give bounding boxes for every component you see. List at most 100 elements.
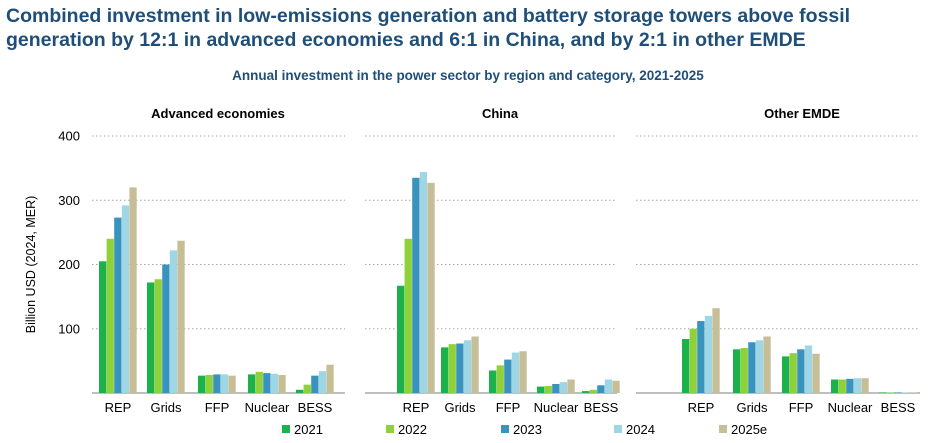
bar-china-grids-2025e [471, 336, 479, 393]
bar-advanced-economies-bess-2024 [318, 371, 327, 393]
legend-label-2025e: 2025e [731, 422, 767, 437]
bar-advanced-economies-bess-2021 [296, 389, 304, 393]
bar-advanced-economies-grids-2025e [177, 240, 185, 393]
y-tick-label-200: 200 [58, 257, 80, 272]
bar-other-emde-nuclear-2021 [831, 379, 839, 393]
bar-china-rep-2021 [397, 285, 405, 393]
bar-advanced-economies-grids-2024 [169, 250, 178, 393]
bar-other-emde-bess-2024 [901, 392, 910, 393]
bar-advanced-economies-rep-2023 [114, 217, 122, 393]
legend-swatch-2022 [386, 425, 394, 433]
bar-china-bess-2025e [612, 380, 620, 393]
legend-label-2022: 2022 [398, 422, 427, 437]
x-tick-label-advanced-economies-ffp: FFP [205, 400, 230, 415]
bar-china-nuclear-2023 [552, 384, 560, 393]
bar-advanced-economies-nuclear-2025e [278, 375, 286, 393]
bar-advanced-economies-rep-2021 [99, 261, 107, 393]
bar-advanced-economies-bess-2022 [303, 384, 311, 393]
bar-other-emde-grids-2022 [740, 348, 748, 393]
bar-other-emde-ffp-2021 [782, 356, 790, 393]
bar-advanced-economies-rep-2022 [106, 238, 114, 393]
chart-headline: Combined investment in low-emissions gen… [6, 5, 851, 51]
chart-subtitle: Annual investment in the power sector by… [232, 68, 704, 83]
bar-china-nuclear-2022 [544, 385, 552, 393]
x-tick-label-advanced-economies-grids: Grids [150, 400, 182, 415]
bar-china-bess-2023 [597, 385, 605, 393]
bar-advanced-economies-bess-2023 [311, 375, 319, 393]
bar-other-emde-ffp-2022 [789, 353, 797, 393]
bar-advanced-economies-nuclear-2021 [248, 374, 256, 393]
bar-advanced-economies-ffp-2022 [205, 375, 213, 393]
y-tick-label-400: 400 [58, 129, 80, 144]
bar-other-emde-rep-2021 [682, 339, 690, 393]
bar-china-nuclear-2021 [537, 386, 545, 393]
bar-china-bess-2022 [589, 389, 597, 393]
legend-swatch-2024 [614, 425, 622, 433]
bar-china-bess-2021 [582, 391, 590, 393]
bar-other-emde-nuclear-2025e [861, 378, 869, 393]
x-tick-label-other-emde-grids: Grids [736, 400, 768, 415]
bar-other-emde-bess-2023 [894, 392, 902, 393]
bar-china-bess-2024 [604, 379, 613, 393]
bar-advanced-economies-rep-2025e [129, 187, 137, 393]
y-tick-label-100: 100 [58, 321, 80, 336]
bar-china-nuclear-2024 [559, 382, 568, 393]
bar-china-rep-2022 [404, 238, 412, 393]
x-tick-label-china-grids: Grids [444, 400, 476, 415]
panel-title-advanced-economies: Advanced economies [151, 106, 285, 121]
bar-other-emde-ffp-2024 [804, 345, 813, 393]
x-tick-label-other-emde-ffp: FFP [789, 400, 814, 415]
bar-china-ffp-2021 [489, 370, 497, 393]
x-tick-label-other-emde-bess: BESS [881, 400, 916, 415]
bar-advanced-economies-grids-2021 [147, 282, 155, 393]
bar-other-emde-rep-2022 [689, 328, 697, 393]
x-tick-label-advanced-economies-bess: BESS [298, 400, 333, 415]
bar-china-grids-2024 [463, 340, 472, 393]
bar-other-emde-bess-2022 [886, 392, 894, 393]
bar-other-emde-grids-2023 [748, 342, 756, 393]
bar-other-emde-ffp-2025e [812, 353, 820, 393]
bar-advanced-economies-nuclear-2022 [255, 371, 263, 393]
bar-china-rep-2023 [412, 177, 420, 393]
bar-other-emde-nuclear-2022 [838, 379, 846, 393]
bar-other-emde-grids-2024 [755, 340, 764, 393]
bar-advanced-economies-ffp-2024 [220, 374, 229, 393]
bar-advanced-economies-ffp-2025e [228, 375, 236, 393]
legend-label-2021: 2021 [294, 422, 323, 437]
x-tick-label-china-ffp: FFP [496, 400, 521, 415]
bar-china-grids-2023 [456, 343, 464, 393]
panel-title-other-emde: Other EMDE [764, 106, 840, 121]
bar-china-grids-2022 [448, 344, 456, 393]
bar-china-nuclear-2025e [567, 379, 575, 393]
x-tick-label-china-bess: BESS [584, 400, 619, 415]
bar-advanced-economies-ffp-2023 [213, 374, 221, 393]
bar-other-emde-rep-2025e [712, 308, 720, 393]
legend-label-2024: 2024 [626, 422, 655, 437]
bar-other-emde-nuclear-2023 [846, 378, 854, 393]
bar-advanced-economies-bess-2025e [326, 364, 334, 393]
bar-advanced-economies-ffp-2021 [198, 375, 206, 393]
bar-china-rep-2024 [419, 171, 428, 393]
x-tick-label-advanced-economies-nuclear: Nuclear [245, 400, 290, 415]
bar-other-emde-grids-2021 [733, 349, 741, 393]
panel-title-china: China [482, 106, 519, 121]
legend-label-2023: 2023 [513, 422, 542, 437]
bar-china-grids-2021 [441, 347, 449, 393]
bar-other-emde-bess-2021 [879, 392, 887, 393]
bar-other-emde-bess-2025e [909, 392, 917, 393]
y-axis-label: Billion USD (2024, MER) [24, 196, 38, 334]
y-tick-label-300: 300 [58, 193, 80, 208]
bar-china-ffp-2023 [504, 359, 512, 393]
x-tick-label-other-emde-rep: REP [688, 400, 715, 415]
bar-advanced-economies-nuclear-2023 [263, 373, 271, 393]
x-tick-label-china-nuclear: Nuclear [534, 400, 579, 415]
x-tick-label-other-emde-nuclear: Nuclear [828, 400, 873, 415]
x-tick-label-china-rep: REP [403, 400, 430, 415]
bar-china-ffp-2025e [519, 351, 527, 393]
bar-other-emde-nuclear-2024 [853, 378, 862, 393]
bar-china-ffp-2024 [511, 352, 520, 393]
legend-swatch-2021 [282, 425, 290, 433]
bar-advanced-economies-grids-2022 [154, 279, 162, 393]
bar-china-ffp-2022 [496, 365, 504, 393]
